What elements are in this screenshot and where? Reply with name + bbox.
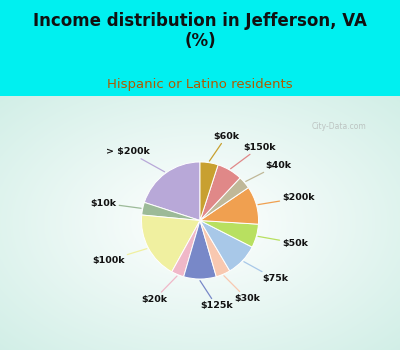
Text: City-Data.com: City-Data.com [312,122,367,131]
Text: $125k: $125k [200,281,233,310]
Text: $60k: $60k [210,132,240,161]
Wedge shape [200,220,258,247]
Text: $20k: $20k [141,276,177,304]
Wedge shape [200,220,252,271]
Wedge shape [200,178,248,220]
Wedge shape [200,165,240,220]
Text: $30k: $30k [224,276,260,303]
Wedge shape [142,215,200,272]
Text: $75k: $75k [244,262,288,284]
Text: $150k: $150k [231,142,276,169]
Text: $40k: $40k [246,161,291,181]
Wedge shape [200,162,218,220]
Text: Hispanic or Latino residents: Hispanic or Latino residents [107,78,293,91]
Wedge shape [172,220,200,277]
Text: > $200k: > $200k [106,147,165,172]
Wedge shape [142,202,200,220]
Wedge shape [184,220,216,279]
Text: $10k: $10k [90,199,141,208]
Wedge shape [144,162,200,220]
Text: $50k: $50k [258,236,308,247]
Text: $200k: $200k [258,194,315,205]
Wedge shape [200,188,258,224]
Text: Income distribution in Jefferson, VA
(%): Income distribution in Jefferson, VA (%) [33,12,367,50]
Text: $100k: $100k [92,248,147,265]
Wedge shape [200,220,230,277]
